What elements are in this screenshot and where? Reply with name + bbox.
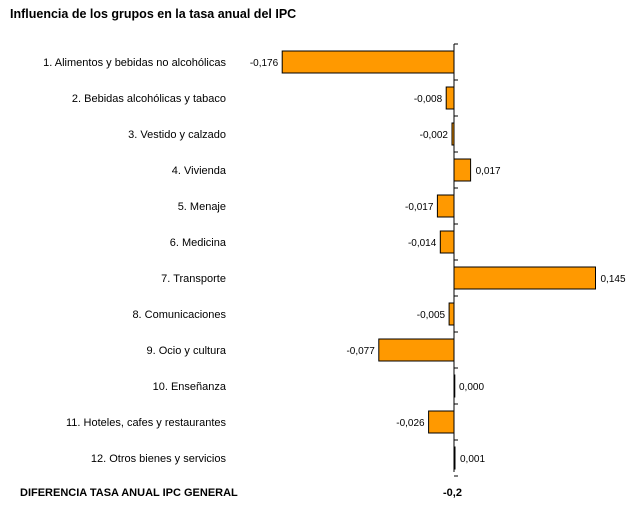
bar	[439, 230, 455, 254]
category-label: 8. Comunicaciones	[132, 309, 226, 321]
footer-value: -0,2	[443, 487, 462, 499]
category-label: 3. Vestido y calzado	[128, 129, 226, 141]
footer-label: DIFERENCIA TASA ANUAL IPC GENERAL	[20, 487, 238, 499]
value-label: 0,017	[476, 166, 501, 177]
value-label: -0,017	[405, 202, 434, 213]
bar	[448, 302, 455, 326]
bar	[378, 338, 455, 362]
value-label: -0,026	[396, 418, 425, 429]
bar	[428, 410, 455, 434]
value-label: -0,014	[408, 238, 437, 249]
value-label: -0,005	[417, 310, 446, 321]
category-label: 1. Alimentos y bebidas no alcohólicas	[43, 57, 226, 69]
bar	[453, 266, 596, 290]
bar-chart: 1. Alimentos y bebidas no alcohólicas -0,…	[43, 43, 626, 477]
bar	[453, 158, 472, 182]
chart-title: Influencia de los grupos en la tasa anua…	[10, 7, 297, 21]
category-label: 4. Vivienda	[172, 165, 227, 177]
value-label: 0,000	[459, 382, 484, 393]
bar	[445, 86, 455, 110]
bar	[281, 50, 455, 74]
value-label: -0,176	[250, 58, 279, 69]
category-label: 6. Medicina	[170, 237, 227, 249]
category-label: 2. Bebidas alcohólicas y tabaco	[72, 93, 226, 105]
category-label: 10. Enseñanza	[153, 381, 227, 393]
category-label: 9. Ocio y cultura	[147, 345, 227, 357]
bar	[436, 194, 455, 218]
value-label: -0,008	[414, 94, 443, 105]
value-label: 0,001	[460, 454, 485, 465]
value-label: 0,145	[601, 274, 626, 285]
value-label: -0,002	[420, 130, 449, 141]
category-label: 12. Otros bienes y servicios	[91, 453, 227, 465]
category-label: 7. Transporte	[161, 273, 226, 285]
category-label: 11. Hoteles, cafes y restaurantes	[66, 417, 226, 429]
category-label: 5. Menaje	[178, 201, 226, 213]
value-label: -0,077	[346, 346, 375, 357]
